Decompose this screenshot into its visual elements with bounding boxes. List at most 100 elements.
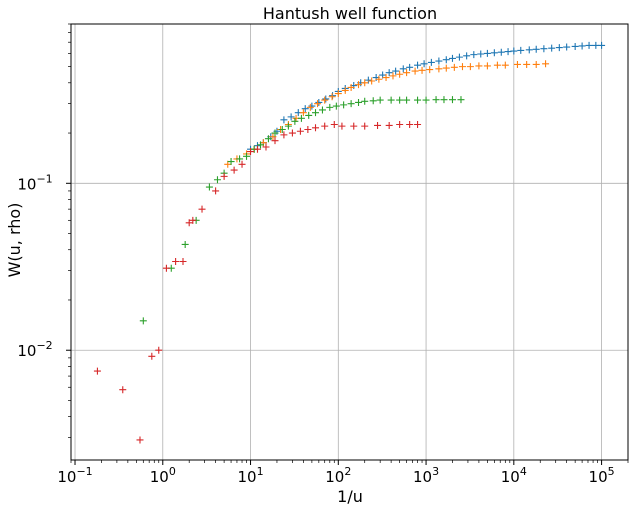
data-point bbox=[185, 219, 193, 227]
data-point bbox=[532, 45, 540, 53]
data-point bbox=[334, 90, 342, 98]
data-point bbox=[448, 54, 456, 62]
data-point bbox=[442, 64, 450, 72]
data-point bbox=[504, 48, 512, 56]
data-point bbox=[510, 47, 518, 55]
data-point bbox=[457, 96, 465, 104]
data-point bbox=[598, 41, 606, 49]
data-point bbox=[396, 70, 404, 78]
y-tick-label: 10−1 bbox=[17, 172, 52, 193]
data-point bbox=[523, 60, 531, 68]
data-point bbox=[347, 100, 355, 108]
data-point bbox=[332, 102, 340, 110]
data-point bbox=[93, 367, 101, 375]
data-point bbox=[455, 53, 463, 61]
data-point bbox=[172, 258, 180, 266]
data-point bbox=[315, 98, 323, 106]
data-point bbox=[269, 133, 277, 141]
data-point bbox=[406, 121, 414, 129]
data-point bbox=[355, 98, 363, 106]
data-point bbox=[326, 103, 334, 111]
data-point bbox=[338, 122, 346, 130]
y-tick-labels: 10−210−1 bbox=[17, 172, 52, 360]
data-point bbox=[308, 102, 316, 110]
data-point bbox=[280, 116, 288, 124]
data-point bbox=[414, 61, 422, 69]
data-point bbox=[321, 96, 329, 104]
data-point bbox=[243, 152, 251, 160]
data-point bbox=[435, 65, 443, 73]
data-point bbox=[466, 63, 474, 71]
data-point bbox=[406, 63, 414, 71]
data-point bbox=[525, 46, 533, 54]
data-point bbox=[330, 121, 338, 129]
data-point bbox=[355, 81, 363, 89]
data-point bbox=[396, 96, 404, 104]
data-point bbox=[284, 122, 292, 130]
x-axis-label: 1/u bbox=[337, 487, 363, 506]
data-point bbox=[262, 143, 270, 151]
data-point bbox=[542, 60, 550, 68]
data-point bbox=[189, 216, 197, 224]
data-point bbox=[392, 67, 400, 75]
data-point bbox=[278, 126, 286, 134]
data-point bbox=[385, 121, 393, 129]
data-point bbox=[341, 86, 349, 94]
x-tick-labels: 10−1 100 101 102 103 104 105 bbox=[57, 465, 614, 486]
data-point bbox=[513, 60, 521, 68]
data-point bbox=[493, 61, 501, 69]
data-point bbox=[236, 155, 244, 163]
data-point bbox=[387, 96, 395, 104]
data-point bbox=[442, 56, 450, 64]
data-point bbox=[432, 96, 440, 104]
data-point bbox=[411, 67, 419, 75]
series-3 bbox=[93, 121, 422, 444]
data-point bbox=[396, 121, 404, 129]
data-point bbox=[532, 60, 540, 68]
data-point bbox=[422, 96, 430, 104]
data-point bbox=[314, 100, 322, 108]
data-point bbox=[475, 62, 483, 70]
data-point bbox=[139, 317, 147, 325]
data-point bbox=[238, 160, 246, 168]
data-point bbox=[181, 240, 189, 248]
data-point bbox=[205, 183, 213, 191]
data-points bbox=[93, 41, 606, 444]
data-point bbox=[280, 131, 288, 139]
data-point bbox=[321, 122, 329, 130]
data-point bbox=[585, 41, 593, 49]
data-point bbox=[463, 52, 471, 60]
data-point bbox=[264, 135, 272, 143]
data-point bbox=[403, 96, 411, 104]
data-point bbox=[497, 48, 505, 56]
data-point bbox=[227, 158, 235, 166]
data-point bbox=[418, 66, 426, 74]
data-point bbox=[340, 101, 348, 109]
data-point bbox=[312, 124, 320, 132]
data-point bbox=[155, 346, 163, 354]
data-point bbox=[257, 141, 265, 149]
data-point bbox=[318, 106, 326, 114]
data-point bbox=[376, 96, 384, 104]
chart-title: Hantush well function bbox=[263, 4, 437, 23]
data-point bbox=[448, 96, 456, 104]
data-point bbox=[312, 109, 320, 117]
data-point bbox=[375, 75, 383, 83]
data-point bbox=[213, 176, 221, 184]
data-point bbox=[271, 137, 279, 145]
data-point bbox=[306, 103, 314, 111]
data-point bbox=[483, 62, 491, 70]
data-point bbox=[247, 148, 255, 156]
data-point bbox=[230, 166, 238, 174]
data-point bbox=[368, 77, 376, 85]
data-point bbox=[148, 352, 156, 360]
data-point bbox=[301, 105, 309, 113]
data-point bbox=[304, 126, 312, 134]
data-point bbox=[435, 57, 443, 65]
data-point bbox=[440, 96, 448, 104]
data-point bbox=[322, 95, 330, 103]
data-point bbox=[548, 44, 556, 52]
data-point bbox=[296, 127, 304, 135]
data-point bbox=[198, 205, 206, 213]
